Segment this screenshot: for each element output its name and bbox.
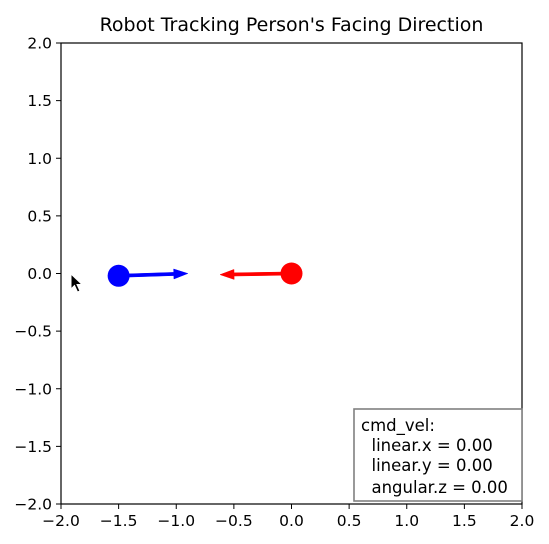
x-tick-label: −1.5	[100, 512, 138, 530]
x-axis-ticks: −2.0 −1.5 −1.0 −0.5 0.0 0.5 1.0 1.5 2.0	[42, 504, 534, 530]
x-tick-label: −2.0	[42, 512, 80, 530]
x-tick-label: −1.0	[157, 512, 195, 530]
mouse-cursor-icon	[70, 272, 84, 293]
chart-title: Robot Tracking Person's Facing Direction	[100, 14, 484, 36]
x-tick-label: 1.5	[452, 512, 477, 530]
info-line: cmd_vel:	[361, 416, 435, 436]
y-tick-label: −0.5	[14, 323, 52, 341]
y-tick-label: −1.0	[14, 380, 52, 398]
axes-frame	[60, 42, 523, 505]
y-axis-ticks: 2.0 1.5 1.0 0.5 0.0 −0.5 −1.0 −1.5 −2.0	[14, 35, 61, 514]
info-line: linear.y = 0.00	[361, 456, 493, 475]
y-tick-label: −1.5	[14, 438, 52, 456]
plot-area	[107, 262, 303, 287]
y-tick-label: 1.5	[27, 92, 52, 110]
x-tick-label: −0.5	[215, 512, 253, 530]
y-tick-label: 1.0	[27, 150, 52, 168]
y-tick-label: −2.0	[14, 496, 52, 514]
x-tick-label: 0.0	[279, 512, 304, 530]
cmd-vel-info-box: cmd_vel: linear.x = 0.00 linear.y = 0.00…	[353, 408, 523, 502]
y-tick-label: 2.0	[27, 35, 52, 53]
y-tick-label: 0.0	[27, 265, 52, 283]
x-tick-label: 0.5	[337, 512, 362, 530]
y-tick-label: 0.5	[27, 207, 52, 225]
info-line: angular.z = 0.00	[361, 478, 508, 497]
info-box-frame	[353, 408, 523, 502]
person-marker	[280, 262, 303, 285]
x-tick-label: 1.0	[394, 512, 419, 530]
robot-marker	[107, 264, 130, 287]
info-line: linear.x = 0.00	[361, 436, 493, 455]
x-tick-label: 2.0	[510, 512, 535, 530]
